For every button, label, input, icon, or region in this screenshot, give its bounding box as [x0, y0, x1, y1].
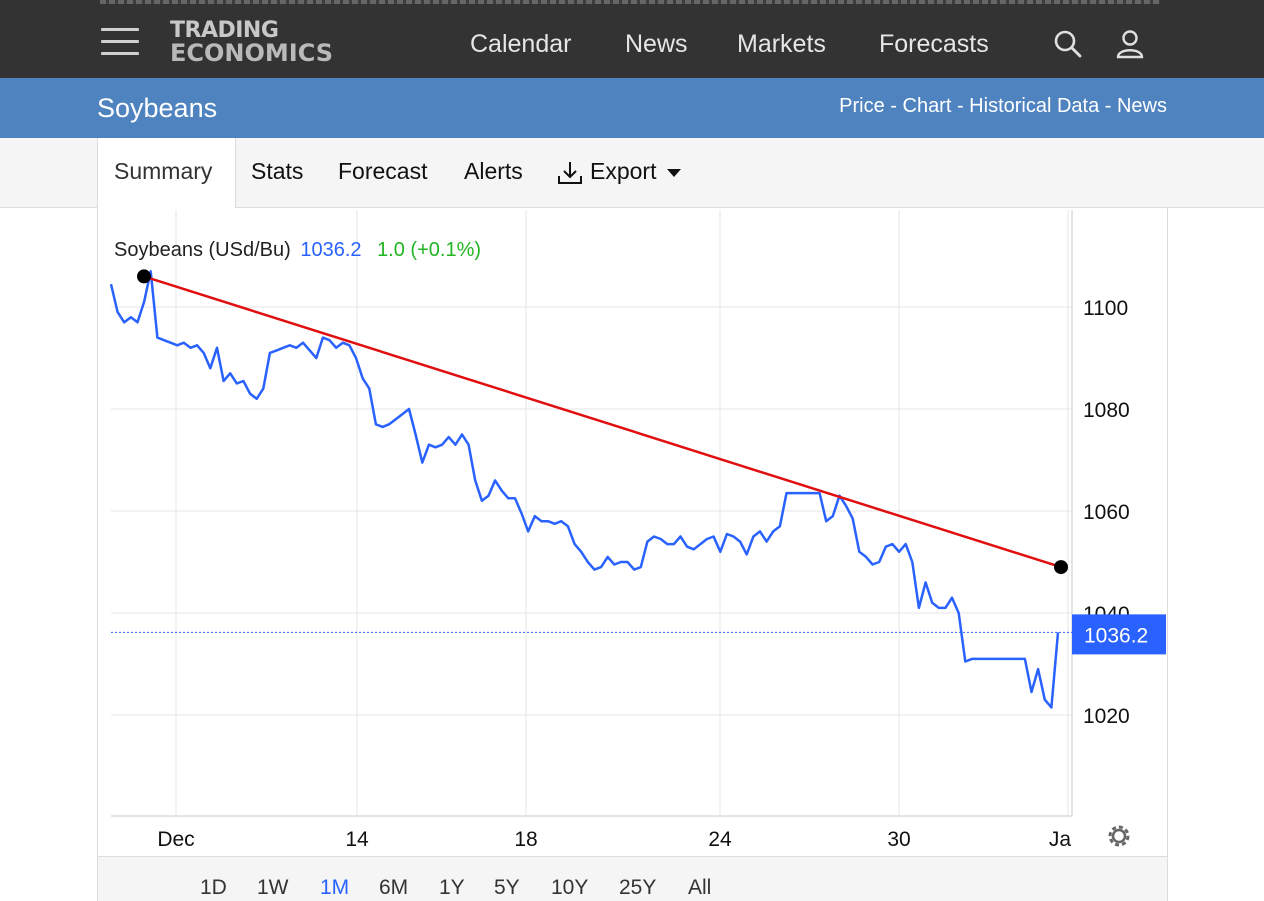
range-10y[interactable]: 10Y	[551, 876, 589, 899]
nav-calendar[interactable]: Calendar	[470, 30, 572, 58]
legend-change: 1.0 (+0.1%)	[377, 239, 482, 261]
current-price-label: 1036.2	[1084, 624, 1148, 647]
x-tick-label: 14	[345, 828, 369, 851]
gear-icon	[1108, 825, 1130, 847]
y-tick-label: 1100	[1083, 297, 1128, 320]
range-1y[interactable]: 1Y	[439, 876, 465, 899]
instrument-bar: Soybeans Price - Chart - Historical Data…	[0, 78, 1264, 138]
y-tick-label: 1020	[1083, 705, 1130, 728]
range-bar	[97, 856, 1168, 901]
current-price-badge	[1072, 614, 1166, 655]
tab-alerts[interactable]: Alerts	[464, 158, 523, 184]
chart-legend: Soybeans (USd/Bu) 1036.2 1.0 (+0.1%)	[114, 239, 481, 262]
logo-line2: ECONOMICS	[170, 39, 334, 67]
x-axis: Dec 14 18 24 30 Ja	[157, 828, 1071, 851]
tab-stats[interactable]: Stats	[251, 158, 304, 184]
chart-container	[97, 208, 1168, 901]
range-1w[interactable]: 1W	[257, 876, 289, 899]
legend-name: Soybeans (USd/Bu)	[114, 239, 291, 261]
range-25y[interactable]: 25Y	[619, 876, 657, 899]
y-tick-label: 1060	[1083, 501, 1130, 524]
caret-down-icon[interactable]	[667, 168, 681, 178]
price-series-line	[109, 270, 1060, 709]
nav-news[interactable]: News	[625, 30, 688, 58]
nav-forecasts[interactable]: Forecasts	[879, 30, 989, 58]
tab-forecast[interactable]: Forecast	[338, 158, 428, 184]
page-title: Soybeans	[97, 93, 218, 123]
x-tick-label: 30	[887, 828, 910, 851]
range-all[interactable]: All	[688, 876, 712, 899]
tab-summary-bg	[97, 138, 236, 209]
x-tick-label: Ja	[1049, 828, 1072, 851]
chart-grid	[111, 210, 1073, 817]
legend-price: 1036.2	[300, 239, 362, 261]
x-tick-label: 18	[514, 828, 537, 851]
tab-export[interactable]: Export	[590, 158, 657, 184]
x-tick-label: Dec	[157, 828, 194, 851]
trendline	[143, 275, 1062, 569]
quick-links[interactable]: Price - Chart - Historical Data - News	[839, 95, 1167, 117]
trendline-end-point	[1054, 560, 1068, 575]
range-6m[interactable]: 6M	[379, 876, 409, 899]
download-icon[interactable]	[556, 159, 584, 187]
nav-markets[interactable]: Markets	[737, 30, 826, 58]
range-1d[interactable]: 1D	[200, 876, 227, 899]
top-navbar: TRADING ECONOMICS Calendar News Markets …	[0, 0, 1264, 78]
y-tick-label: 1080	[1083, 399, 1130, 422]
range-5y[interactable]: 5Y	[494, 876, 520, 899]
trendline-start-point	[137, 269, 151, 284]
y-axis: 11001080106010401020	[1083, 297, 1130, 728]
tabs-row: Summary Stats Forecast Alerts Export	[0, 138, 1264, 209]
logo-line1: TRADING	[170, 18, 279, 43]
user-icon[interactable]	[1114, 28, 1146, 60]
range-1m[interactable]: 1M	[320, 876, 350, 899]
logo[interactable]: TRADING ECONOMICS	[170, 18, 334, 67]
menu-icon[interactable]	[101, 28, 139, 56]
x-tick-label: 24	[708, 828, 732, 851]
top-strip	[100, 0, 1160, 4]
search-icon[interactable]	[1052, 28, 1084, 60]
tab-summary[interactable]: Summary	[114, 158, 213, 184]
